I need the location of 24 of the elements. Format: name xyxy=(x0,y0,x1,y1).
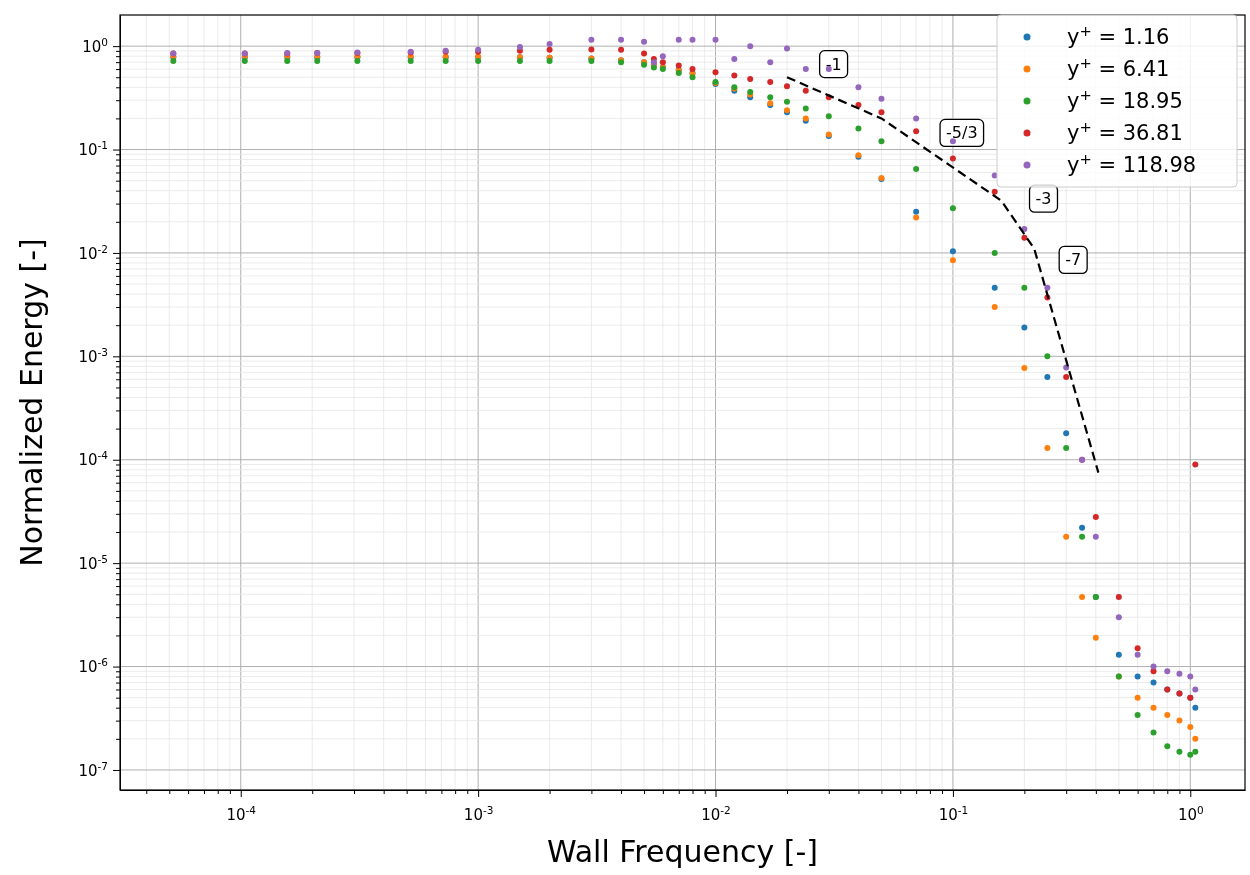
x-tick-label: 10$^{-4}$ xyxy=(226,804,257,824)
y-tick-label: 10$^{-7}$ xyxy=(78,759,108,780)
y-tick-label: 10$^{-2}$ xyxy=(78,242,108,263)
legend-label: y$^{+}$ = 36.81 xyxy=(1067,117,1183,146)
y-tick-label: 10$^{-1}$ xyxy=(78,139,108,160)
y-tick-label: 10$^{-4}$ xyxy=(78,449,109,470)
x-tick-label: 10$^{0}$ xyxy=(1177,804,1204,824)
annotation: -5/3 xyxy=(946,123,978,143)
y-tick-label: 10$^{-3}$ xyxy=(78,346,108,367)
x-axis-title: Wall Frequency [-] xyxy=(546,834,819,869)
legend-label: y$^{+}$ = 18.95 xyxy=(1067,85,1183,114)
annotation: -1 xyxy=(825,54,842,74)
y-tick-label: 10$^{-6}$ xyxy=(78,656,109,677)
x-tick-label: 10$^{-2}$ xyxy=(701,804,731,824)
x-tick-label: 10$^{-1}$ xyxy=(938,804,969,824)
y-axis-title: Normalized Energy [-] xyxy=(14,238,49,567)
legend-label: y$^{+}$ = 1.16 xyxy=(1067,21,1170,50)
y-tick-label: 10$^{-5}$ xyxy=(78,552,108,573)
legend-label: y$^{+}$ = 118.98 xyxy=(1067,149,1197,178)
legend-label: y$^{+}$ = 6.41 xyxy=(1067,53,1170,82)
annotation: -3 xyxy=(1035,189,1052,209)
x-tick-label: 10$^{-3}$ xyxy=(463,804,494,824)
annotation: -7 xyxy=(1065,250,1082,270)
y-tick-label: 10$^{0}$ xyxy=(82,35,108,56)
